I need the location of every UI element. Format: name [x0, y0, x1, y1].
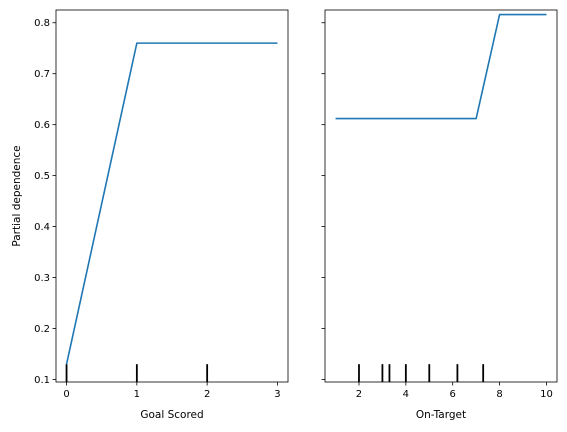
x-tick-label: 2	[204, 389, 210, 400]
x-tick-label: 10	[540, 389, 553, 400]
axes-frame-goal-scored	[55, 9, 289, 383]
y-tick-label: 0.3	[34, 273, 50, 284]
axes-frame-on-target	[324, 9, 558, 383]
pd-line	[65, 42, 278, 365]
pd-line	[335, 13, 547, 120]
pd-plot-on-target: 2 4 6 8 10 On-Target	[321, 9, 558, 421]
plot-area-on-target: 2 4 6 8 10	[321, 13, 553, 400]
y-tick-label: 0.4	[34, 222, 50, 233]
y-tick-label: 0.2	[34, 324, 50, 335]
y-tick-label: 0.8	[34, 18, 50, 29]
pd-plot-goal-scored: 0 1 2 3 0.1 0.2 0.3 0.4 0.5 0.6 0.7 0.8 Goal Scored…	[11, 9, 289, 421]
y-tick-label: 0.5	[34, 171, 50, 182]
x-tick-label: 3	[274, 389, 280, 400]
y-tick-label: 0.6	[34, 120, 50, 131]
x-tick-label: 0	[63, 389, 69, 400]
x-tick-label: 8	[496, 389, 502, 400]
x-tick-label: 1	[134, 389, 140, 400]
plot-area-goal-scored: 0 1 2 3 0.1 0.2 0.3 0.4 0.5 0.6 0.7 0.8	[34, 18, 281, 400]
y-axis-label: Partial dependence	[11, 145, 23, 246]
x-axis-label-goal-scored: Goal Scored	[140, 409, 203, 421]
x-axis-label-on-target: On-Target	[416, 409, 466, 421]
y-tick-label: 0.7	[34, 69, 50, 80]
x-tick-label: 4	[403, 389, 409, 400]
x-tick-label: 6	[450, 389, 456, 400]
x-tick-label: 2	[356, 389, 362, 400]
y-tick-label: 0.1	[34, 375, 50, 386]
